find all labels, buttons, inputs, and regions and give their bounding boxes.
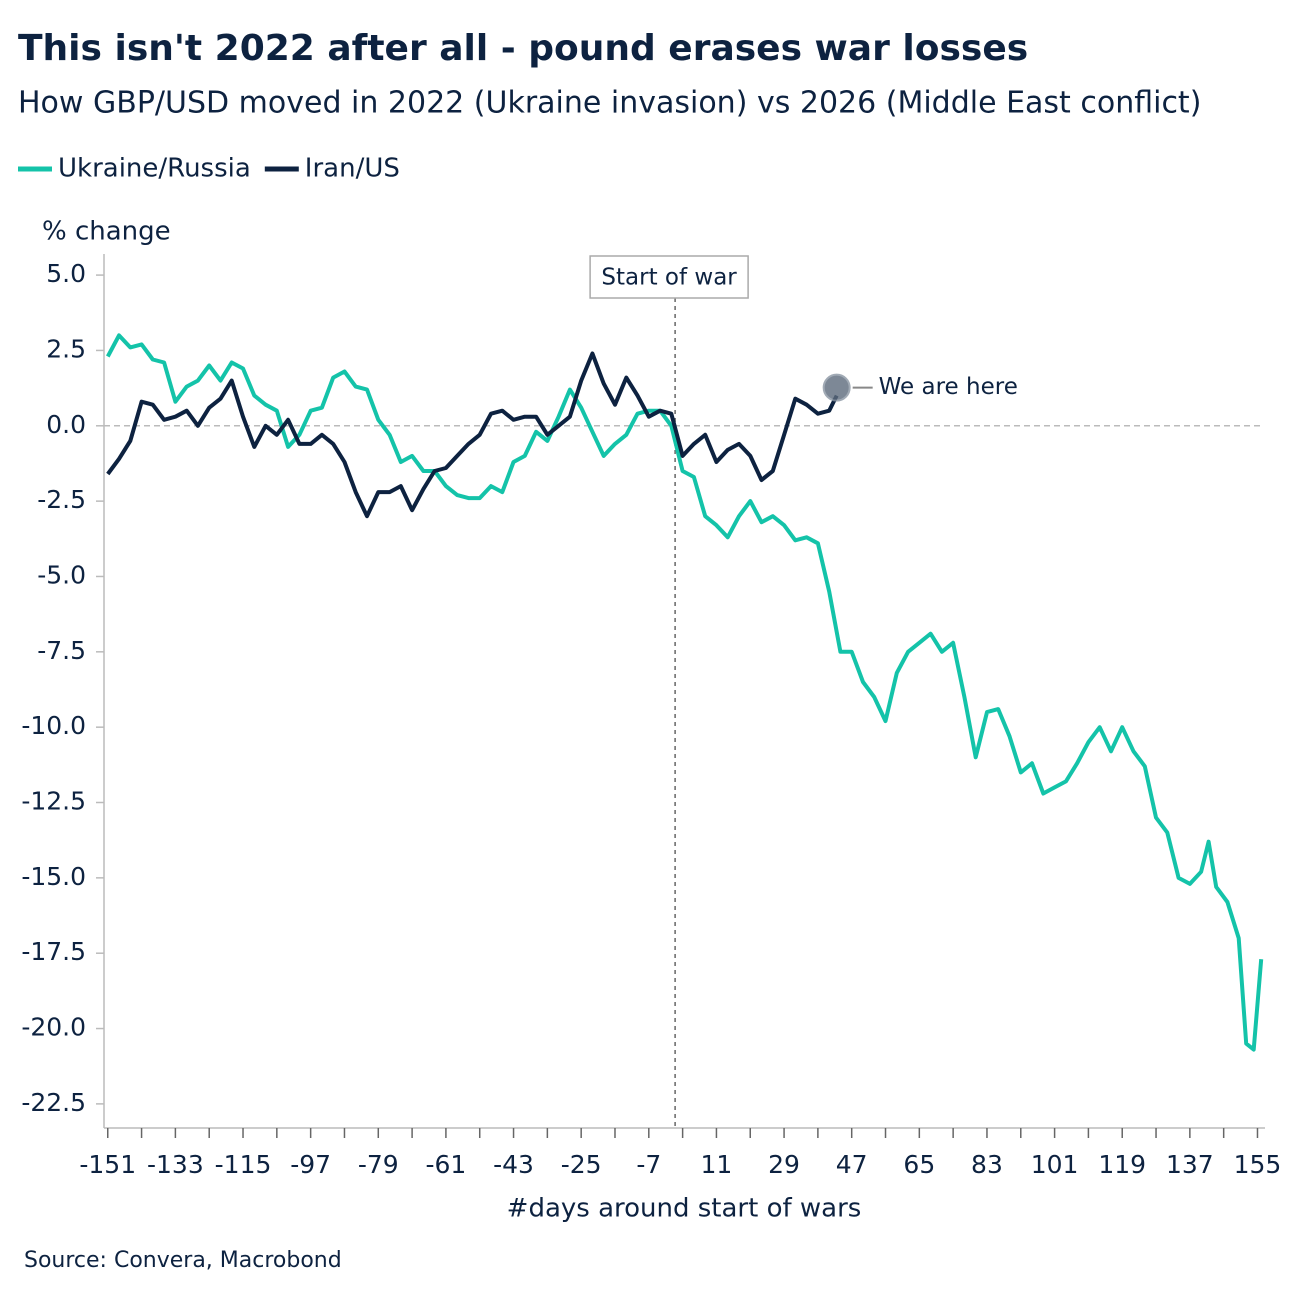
y-tick-label: -12.5 <box>21 787 86 816</box>
y-tick-label: -10.0 <box>21 711 86 740</box>
y-tick-label: -22.5 <box>21 1088 86 1117</box>
y-tick-label: 2.5 <box>46 334 86 363</box>
y-tick-label: -17.5 <box>21 937 86 966</box>
x-tick-label: 137 <box>1166 1150 1214 1179</box>
y-tick-label: -15.0 <box>21 862 86 891</box>
x-tick-label: -25 <box>561 1150 602 1179</box>
x-tick-label: -97 <box>290 1150 331 1179</box>
x-tick-label: -61 <box>425 1150 466 1179</box>
x-tick-label: 29 <box>768 1150 800 1179</box>
y-tick-label: 0.0 <box>46 410 86 439</box>
x-tick-label: 119 <box>1098 1150 1146 1179</box>
x-tick-label: -7 <box>636 1150 661 1179</box>
annotation: We are here <box>879 374 1018 400</box>
series-line <box>106 333 1264 1052</box>
y-tick-label: 5.0 <box>46 259 86 288</box>
x-tick-label: -43 <box>493 1150 534 1179</box>
x-tick-label: -133 <box>147 1150 204 1179</box>
series-line <box>106 351 839 519</box>
x-tick-label: 11 <box>701 1150 733 1179</box>
x-tick-label: 47 <box>836 1150 868 1179</box>
x-tick-label: 155 <box>1234 1150 1282 1179</box>
source: Source: Convera, Macrobond <box>24 1248 342 1273</box>
y-axis-label: % change <box>42 217 171 247</box>
x-axis-label: #days around start of wars <box>507 1194 862 1224</box>
annotation: Start of war <box>601 265 737 291</box>
chart-title: This isn't 2022 after all - pound erases… <box>18 28 1028 69</box>
legend-label: Ukraine/Russia <box>58 154 251 184</box>
x-tick-label: -79 <box>358 1150 399 1179</box>
x-tick-label: 83 <box>971 1150 1003 1179</box>
y-tick-label: -2.5 <box>37 485 86 514</box>
x-tick-label: 65 <box>903 1150 935 1179</box>
y-tick-label: -5.0 <box>37 560 86 589</box>
marker <box>822 373 851 402</box>
y-tick-label: -20.0 <box>21 1013 86 1042</box>
legend-label: Iran/US <box>305 154 400 184</box>
y-tick-label: -7.5 <box>37 636 86 665</box>
x-tick-label: -151 <box>79 1150 136 1179</box>
chart-subtitle: How GBP/USD moved in 2022 (Ukraine invas… <box>18 86 1201 121</box>
annotation-box <box>589 255 749 299</box>
x-tick-label: -115 <box>215 1150 272 1179</box>
x-tick-label: 101 <box>1031 1150 1079 1179</box>
